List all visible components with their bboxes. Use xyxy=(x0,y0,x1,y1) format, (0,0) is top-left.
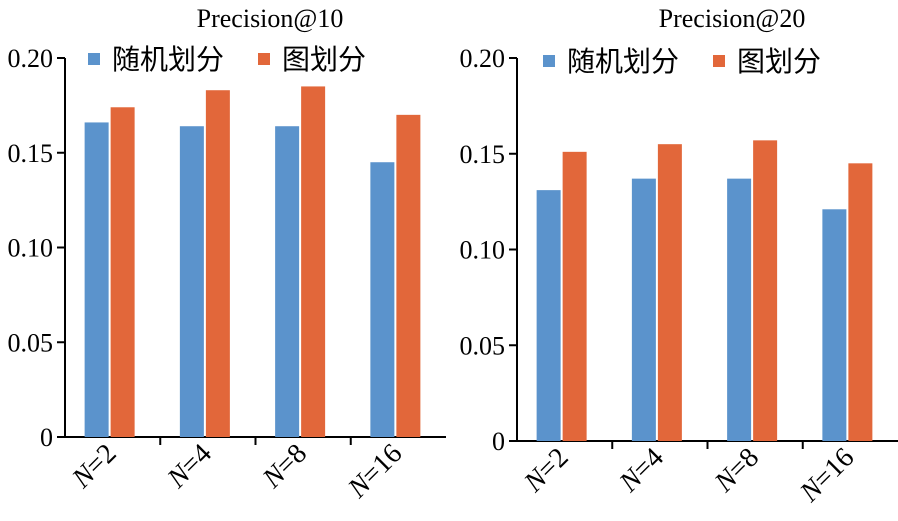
bar-series-b-1 xyxy=(110,107,135,438)
chart-panel-1: Precision@10 0 0.05 0.10 0.15 0.20 N=2 N=4 N=8 N=… xyxy=(8,4,446,505)
x-tick-label: N=2 xyxy=(66,438,123,495)
y-tick-label: 0 xyxy=(40,423,53,452)
x-tick-label: N=2 xyxy=(518,442,575,499)
y-tick-label: 0.05 xyxy=(460,331,506,360)
legend-label: 随机划分 xyxy=(112,43,224,76)
x-tick-label: N=4 xyxy=(613,442,670,499)
y-tick-label: 0.10 xyxy=(460,236,506,265)
bar-series-b-3 xyxy=(301,86,326,438)
bar-series-a-3 xyxy=(727,178,752,441)
legend-swatch xyxy=(543,55,555,67)
y-tick-label: 0.05 xyxy=(8,328,54,357)
x-tick-label: N=8 xyxy=(708,442,765,499)
legend-label: 图划分 xyxy=(737,45,821,78)
bar-series-a-4 xyxy=(370,162,395,437)
legend-swatch xyxy=(258,53,270,65)
chart-title: Precision@10 xyxy=(197,4,344,33)
bar-series-a-1 xyxy=(84,122,109,438)
y-tick-label: 0.15 xyxy=(460,140,506,169)
x-tick-label: N=4 xyxy=(161,438,218,495)
legend-swatch xyxy=(713,55,725,67)
bar-series-a-1 xyxy=(536,190,561,441)
legend-swatch xyxy=(88,53,100,65)
y-tick-label: 0.20 xyxy=(460,44,506,73)
x-tick-label: N=8 xyxy=(256,438,313,495)
bar-series-a-4 xyxy=(822,209,847,441)
bar-series-b-2 xyxy=(657,144,682,442)
legend-label: 图划分 xyxy=(282,43,366,76)
y-tick-label: 0.10 xyxy=(8,234,54,263)
bar-series-b-3 xyxy=(753,140,778,441)
chart-panel-2: Precision@20 0 0.05 0.10 0.15 0.20 N=2 N=4 N=8 N=… xyxy=(460,4,898,509)
y-tick-label: 0.15 xyxy=(8,139,54,168)
bar-series-b-4 xyxy=(396,114,421,437)
x-tick-label: N=16 xyxy=(794,442,861,509)
legend-label: 随机划分 xyxy=(567,45,679,78)
x-tick-label: N=16 xyxy=(342,438,409,505)
bar-series-a-2 xyxy=(179,126,204,437)
bar-series-a-3 xyxy=(275,126,300,437)
y-tick-label: 0.20 xyxy=(8,44,54,73)
bar-series-b-2 xyxy=(205,90,230,437)
bar-series-b-1 xyxy=(562,151,587,441)
bar-series-b-4 xyxy=(848,163,873,441)
chart-title: Precision@20 xyxy=(659,4,806,33)
bar-series-a-2 xyxy=(631,178,656,441)
y-tick-label: 0 xyxy=(492,427,505,456)
